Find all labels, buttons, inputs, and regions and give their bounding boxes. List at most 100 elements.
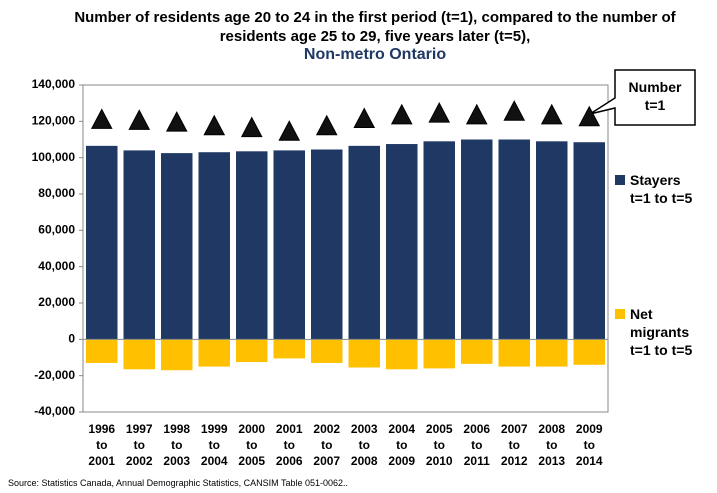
bar xyxy=(86,145,118,340)
triangle-marker xyxy=(503,100,526,121)
x-tick-label: 2001 xyxy=(276,422,303,436)
bar xyxy=(86,339,118,363)
bar xyxy=(536,339,568,367)
triangle-marker xyxy=(578,105,601,127)
bar xyxy=(461,139,493,340)
x-tick-label: to xyxy=(96,438,107,452)
bar xyxy=(423,339,455,369)
x-tick-label: 2009 xyxy=(576,422,603,436)
x-tick-label: 2005 xyxy=(238,454,265,468)
y-tick-label: 80,000 xyxy=(38,186,75,200)
triangle-marker xyxy=(203,114,226,136)
x-tick-label: 2011 xyxy=(464,454,490,468)
x-tick-label: 2003 xyxy=(351,422,378,436)
bar xyxy=(198,152,230,340)
x-tick-label: 1999 xyxy=(201,422,228,436)
y-tick-label: 40,000 xyxy=(38,259,75,273)
triangle-marker xyxy=(128,109,151,130)
bar xyxy=(498,139,530,340)
triangle-marker xyxy=(540,103,563,125)
x-tick-label: 2008 xyxy=(538,422,565,436)
x-tick-label: to xyxy=(246,438,257,452)
bar xyxy=(536,141,568,340)
bar xyxy=(273,150,305,340)
triangle-marker xyxy=(240,116,263,138)
y-tick-label: 140,000 xyxy=(32,77,76,91)
x-tick-label: 2013 xyxy=(538,454,565,468)
legend-label: Net migrants t=1 to t=5 xyxy=(630,306,693,358)
y-tick-label: 60,000 xyxy=(38,223,75,237)
chart-subtitle: Non-metro Ontario xyxy=(303,46,447,63)
triangle-marker xyxy=(428,101,451,123)
x-tick-label: 2007 xyxy=(313,454,340,468)
chart-title: Number of residents age 20 to 24 in the … xyxy=(74,9,676,45)
y-tick-label: 120,000 xyxy=(32,114,76,128)
x-tick-label: to xyxy=(134,438,145,452)
x-tick-label: to xyxy=(396,438,407,452)
callout-box xyxy=(589,69,696,126)
bar xyxy=(461,339,493,364)
x-tick-label: 2002 xyxy=(313,422,340,436)
triangle-marker xyxy=(165,111,188,132)
x-tick-label: 2004 xyxy=(388,422,415,436)
y-tick-label: 20,000 xyxy=(38,295,75,309)
x-tick-label: 2008 xyxy=(351,454,378,468)
x-tick-label: 2002 xyxy=(126,454,153,468)
x-tick-label: to xyxy=(171,438,182,452)
bar xyxy=(236,151,268,340)
triangle-marker xyxy=(315,114,338,136)
bar xyxy=(273,339,305,359)
bar xyxy=(161,153,193,340)
x-tick-label: 2003 xyxy=(163,454,190,468)
x-tick-label: 2005 xyxy=(426,422,453,436)
bar xyxy=(236,339,268,363)
triangle-marker xyxy=(90,108,113,129)
y-tick-label: -20,000 xyxy=(34,368,75,382)
plot-frame xyxy=(82,84,609,413)
triangle-marker xyxy=(353,107,376,129)
x-tick-label: to xyxy=(284,438,295,452)
x-tick-label: to xyxy=(359,438,370,452)
source-note: Source: Statistics Canada, Annual Demogr… xyxy=(8,478,349,488)
y-tick-label: 0 xyxy=(68,332,75,346)
x-tick-label: 1996 xyxy=(88,422,115,436)
legend-label: Stayers t=1 to t=5 xyxy=(630,172,693,206)
x-tick-label: 2009 xyxy=(388,454,415,468)
x-tick-label: to xyxy=(471,438,482,452)
x-tick-label: 2001 xyxy=(88,454,115,468)
x-tick-label: 2014 xyxy=(576,454,603,468)
bar xyxy=(311,149,343,340)
bar xyxy=(573,142,605,340)
x-tick-label: 1998 xyxy=(163,422,190,436)
x-tick-label: 2000 xyxy=(238,422,265,436)
x-tick-label: 1997 xyxy=(126,422,153,436)
bar xyxy=(386,144,418,340)
bar xyxy=(348,145,380,340)
x-tick-label: 2006 xyxy=(276,454,303,468)
bar xyxy=(386,339,418,370)
x-tick-label: to xyxy=(509,438,520,452)
x-tick-label: to xyxy=(546,438,557,452)
bar xyxy=(161,339,193,371)
legend-swatch xyxy=(615,309,625,319)
x-tick-label: to xyxy=(584,438,595,452)
legend-swatch xyxy=(615,175,625,185)
bar xyxy=(498,339,530,367)
x-tick-label: 2010 xyxy=(426,454,453,468)
x-tick-label: to xyxy=(434,438,445,452)
x-tick-label: 2012 xyxy=(501,454,528,468)
bar xyxy=(123,150,155,340)
x-tick-label: 2007 xyxy=(501,422,528,436)
x-tick-label: to xyxy=(321,438,332,452)
legend-label: Number t=1 xyxy=(628,79,682,113)
y-tick-label: 100,000 xyxy=(32,150,76,164)
x-tick-label: 2006 xyxy=(463,422,490,436)
x-tick-label: to xyxy=(209,438,220,452)
bar xyxy=(311,339,343,363)
bar xyxy=(198,339,230,367)
triangle-marker xyxy=(278,120,301,141)
bar xyxy=(123,339,155,370)
triangle-marker xyxy=(465,103,488,125)
triangle-marker xyxy=(390,103,413,125)
